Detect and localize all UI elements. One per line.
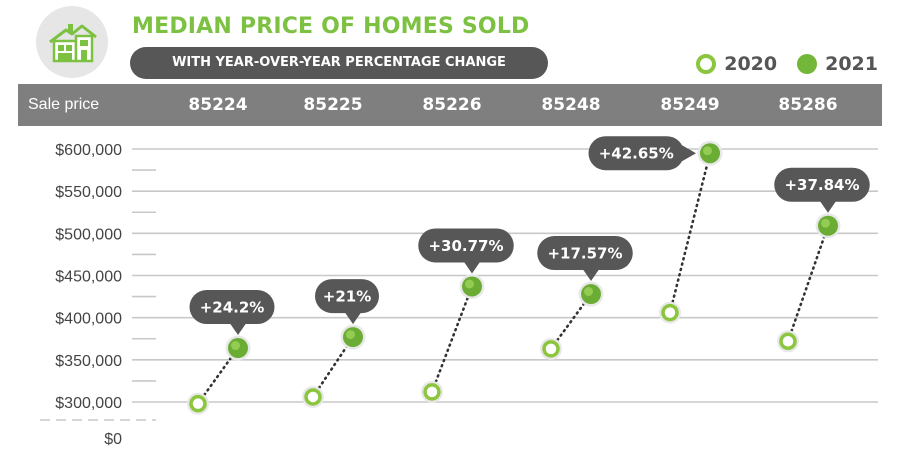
y-tick-label: $0 [104, 431, 122, 448]
legend-marker-2020 [696, 54, 717, 74]
change-connector [668, 151, 712, 314]
marker-2021-highlight [465, 279, 474, 289]
marker-2020 [423, 383, 441, 401]
marker-2020 [542, 340, 560, 358]
marker-2021-highlight [703, 146, 712, 156]
legend-label-2020: 2020 [724, 53, 778, 75]
house-icon [36, 6, 108, 78]
legend-marker-2021 [797, 54, 818, 74]
change-connector [786, 224, 830, 343]
y-tick-label: $550,000 [55, 184, 122, 201]
marker-2021-highlight [821, 218, 830, 228]
change-callout [315, 279, 379, 314]
change-label: +37.84% [784, 176, 859, 194]
category-label: 85248 [541, 95, 601, 115]
chart-title: MEDIAN PRICE OF HOMES SOLD [132, 14, 530, 39]
category-label: 85225 [303, 95, 363, 115]
change-label: +17.57% [547, 245, 622, 263]
y-tick-label: $500,000 [55, 226, 122, 243]
change-label: +21% [323, 288, 371, 306]
change-connector [430, 285, 474, 394]
marker-2021-highlight [231, 341, 240, 351]
callout-pointer [463, 260, 481, 274]
legend-item-2020: 2020 [696, 53, 777, 75]
change-callout [189, 290, 275, 325]
change-callout [588, 136, 684, 171]
header-band [18, 84, 882, 126]
y-tick-label: $400,000 [55, 311, 122, 328]
marker-2020 [304, 388, 322, 406]
chart-subtitle: WITH YEAR-OVER-YEAR PERCENTAGE CHANGE [130, 47, 548, 79]
category-label: 85249 [660, 95, 720, 115]
change-callout [418, 228, 514, 263]
callout-pointer [582, 268, 600, 282]
marker-2021-highlight [584, 287, 593, 297]
category-label: 85224 [188, 95, 248, 115]
category-label: 85286 [778, 95, 838, 115]
y-axis-label: Sale price [28, 96, 100, 113]
marker-2020 [661, 303, 679, 322]
change-callout [537, 236, 633, 271]
callout-pointer [344, 311, 362, 325]
callout-pointer [682, 145, 696, 162]
legend: 2020 2021 [696, 53, 878, 75]
change-callout [774, 167, 870, 202]
change-label: +42.65% [599, 145, 674, 163]
callout-pointer [229, 322, 247, 336]
legend-label-2021: 2021 [825, 53, 878, 75]
marker-2020 [189, 394, 207, 413]
y-tick-label: $450,000 [55, 269, 122, 286]
y-tick-label: $300,000 [55, 395, 122, 412]
change-label: +30.77% [428, 237, 503, 255]
category-label: 85226 [422, 95, 482, 115]
callout-pointer [819, 199, 837, 213]
change-label: +24.2% [200, 299, 265, 317]
marker-2020 [779, 332, 797, 351]
marker-2021-highlight [346, 330, 355, 340]
y-tick-label: $350,000 [55, 353, 122, 370]
legend-item-2021: 2021 [797, 53, 878, 75]
y-tick-label: $600,000 [55, 142, 122, 159]
